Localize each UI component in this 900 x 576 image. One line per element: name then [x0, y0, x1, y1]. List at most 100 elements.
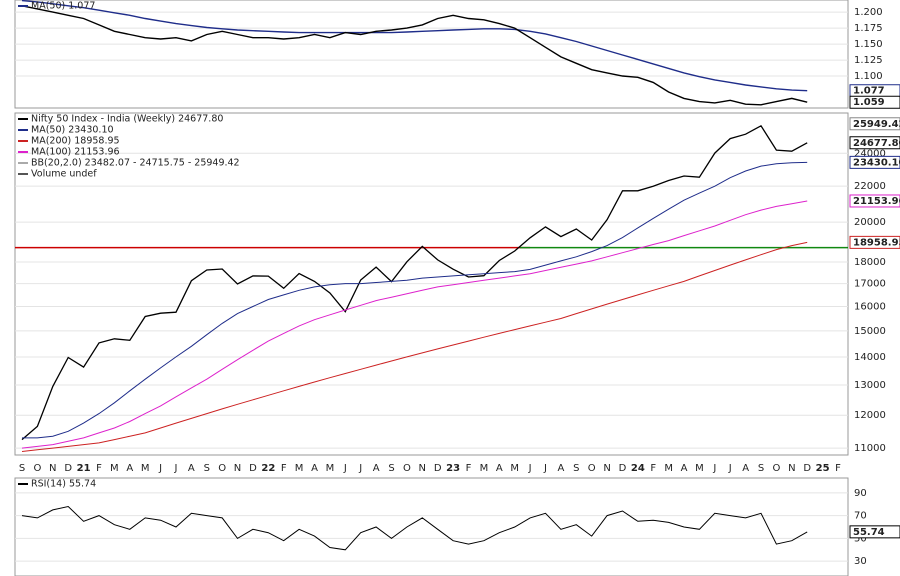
x-tick-label: J [543, 463, 547, 474]
value-tag [849, 235, 900, 249]
x-tick-label: 24 [631, 463, 645, 474]
legend-label: Nifty 50 Index - India (Weekly) 24677.80 [31, 114, 223, 125]
y-tick-label: 30 [854, 556, 867, 567]
x-tick-label: N [49, 463, 56, 474]
legend-label: RSI(14) 55.74 [31, 479, 96, 490]
x-tick-label: J [712, 463, 716, 474]
y-tick-label: 1.200 [854, 7, 883, 18]
x-tick-label: A [373, 463, 380, 474]
x-tick-label: S [758, 463, 764, 474]
series-line [21, 241, 808, 452]
x-tick-label: 25 [816, 463, 830, 474]
x-tick-label: J [158, 463, 162, 474]
x-tick-label: A [496, 463, 503, 474]
value-tag-label: 21153.96 [853, 196, 900, 207]
series-line [21, 0, 808, 92]
x-tick-label: A [311, 463, 318, 474]
y-tick-label: 12000 [854, 410, 886, 421]
y-tick-label: 13000 [854, 380, 886, 391]
y-tick-label: 50 [854, 533, 867, 544]
x-tick-label: N [419, 463, 426, 474]
x-tick-label: F [650, 463, 656, 474]
x-tick-label: S [573, 463, 579, 474]
value-tag [849, 155, 900, 169]
value-tag-label: 1.077 [853, 86, 885, 97]
x-tick-label: J [728, 463, 732, 474]
legend-label: MA(50) 23430.10 [31, 125, 114, 136]
value-tag [849, 136, 900, 150]
x-tick-label: D [434, 463, 442, 474]
y-tick-label: 1.125 [854, 55, 883, 66]
x-tick-label: A [557, 463, 564, 474]
x-tick-label: A [126, 463, 133, 474]
x-tick-label: 22 [261, 463, 275, 474]
y-tick-label: 22000 [854, 181, 886, 192]
value-tag [849, 194, 900, 208]
x-tick-label: F [281, 463, 287, 474]
value-tag-label: 1.059 [853, 97, 885, 108]
y-tick-label: 18000 [854, 257, 886, 268]
value-tag [849, 525, 900, 539]
series-line [21, 200, 808, 449]
y-tick-label: 11000 [854, 443, 886, 454]
series-line [22, 161, 808, 439]
legend-label: MA(200) 18958.95 [31, 136, 120, 147]
x-tick-label: S [204, 463, 210, 474]
x-tick-label: N [788, 463, 795, 474]
y-tick-label: 17000 [854, 279, 886, 290]
x-tick-label: O [588, 463, 596, 474]
x-tick-label: D [803, 463, 811, 474]
y-tick-label: 20000 [854, 217, 886, 228]
x-tick-label: J [528, 463, 532, 474]
value-tag-label: 23430.10 [853, 157, 900, 168]
x-tick-label: S [19, 463, 25, 474]
x-tick-label: A [742, 463, 749, 474]
y-tick-label: 90 [854, 488, 867, 499]
y-tick-label: 1.175 [854, 23, 883, 34]
x-tick-label: M [480, 463, 489, 474]
x-tick-label: O [403, 463, 411, 474]
x-tick-label: S [388, 463, 394, 474]
x-tick-label: N [603, 463, 610, 474]
x-tick-label: M [664, 463, 673, 474]
x-tick-label: 21 [77, 463, 91, 474]
y-tick-label: 14000 [854, 352, 886, 363]
legend-label: Volume undef [31, 169, 97, 180]
x-tick-label: J [343, 463, 347, 474]
x-tick-label: J [173, 463, 177, 474]
value-tag [849, 117, 900, 131]
x-tick-label: M [141, 463, 150, 474]
series-line [21, 5, 808, 106]
x-tick-label: M [695, 463, 704, 474]
x-tick-label: 23 [446, 463, 460, 474]
x-tick-label: O [33, 463, 41, 474]
y-tick-label: 16000 [854, 301, 886, 312]
panel-frame [14, 0, 849, 109]
x-tick-label: A [681, 463, 688, 474]
x-tick-label: D [619, 463, 627, 474]
panel-frame [14, 477, 849, 576]
x-tick-label: O [218, 463, 226, 474]
x-tick-label: M [295, 463, 304, 474]
x-tick-label: O [772, 463, 780, 474]
y-tick-label: 70 [854, 511, 867, 522]
value-tag-label: 55.74 [853, 527, 885, 538]
x-tick-label: M [326, 463, 335, 474]
y-tick-label: 24000 [854, 148, 886, 159]
value-tag-label: 24677.80 [853, 138, 900, 149]
y-tick-label: 1.150 [854, 39, 883, 50]
legend-label: MA(100) 21153.96 [31, 147, 120, 158]
x-tick-label: M [510, 463, 519, 474]
y-tick-label: 1.100 [854, 71, 883, 82]
x-tick-label: N [234, 463, 241, 474]
value-tag-label: 25949.42 [853, 119, 900, 130]
x-tick-label: D [64, 463, 72, 474]
legend-label: BB(20,2.0) 23482.07 - 24715.75 - 25949.4… [31, 158, 240, 169]
x-tick-label: F [835, 463, 841, 474]
value-tag-label: 18958.95 [853, 237, 900, 248]
x-tick-label: M [110, 463, 119, 474]
x-tick-label: A [188, 463, 195, 474]
x-tick-label: D [249, 463, 257, 474]
x-tick-label: F [466, 463, 472, 474]
